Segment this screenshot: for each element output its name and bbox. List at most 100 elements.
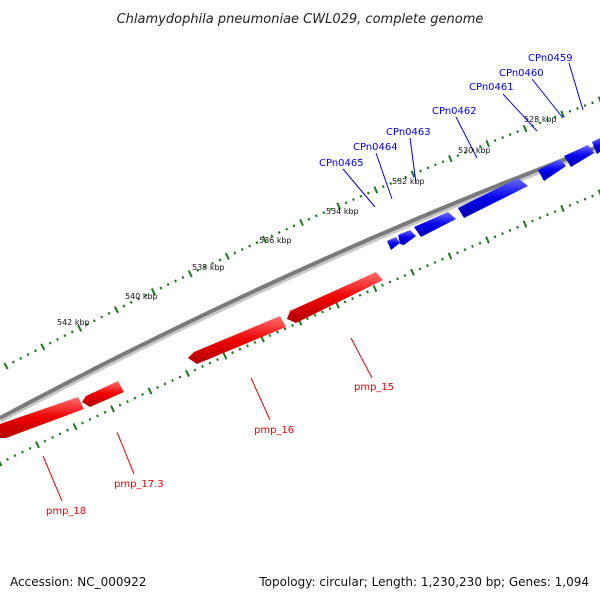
- minor-tick: [538, 121, 542, 125]
- gene-arrow-cpn0463[interactable]: [414, 212, 456, 237]
- minor-tick: [96, 414, 99, 418]
- major-tick: [77, 324, 83, 332]
- major-tick: [410, 170, 416, 178]
- gene-label-cpn0464[interactable]: CPn0464: [353, 142, 398, 153]
- minor-tick: [576, 106, 579, 110]
- gene-arrow-cpn0464[interactable]: [398, 230, 416, 245]
- minor-tick: [166, 282, 170, 287]
- minor-tick: [501, 136, 505, 139]
- gene-arrow-pmp-17-3[interactable]: [82, 381, 124, 407]
- minor-tick: [285, 227, 289, 231]
- gene-arrow-pmp-18[interactable]: [0, 397, 84, 438]
- minor-tick: [366, 191, 370, 195]
- minor-tick: [171, 378, 174, 382]
- gene-arrow-cpn0461[interactable]: [538, 159, 566, 181]
- major-tick: [597, 189, 600, 196]
- minor-tick: [396, 277, 399, 281]
- minor-tick: [434, 163, 437, 167]
- minor-tick: [456, 154, 460, 158]
- minor-tick: [66, 428, 69, 432]
- gene-label-cpn0463[interactable]: CPn0463: [386, 127, 431, 138]
- minor-tick: [283, 327, 287, 331]
- minor-tick: [456, 251, 459, 255]
- minor-tick: [21, 450, 24, 454]
- gene-label-cpn0462[interactable]: CPn0462: [432, 106, 477, 117]
- minor-tick: [358, 293, 362, 297]
- minor-tick: [276, 330, 279, 334]
- minor-tick: [553, 115, 557, 119]
- genome-backbone: [0, 144, 600, 420]
- minor-tick: [441, 257, 444, 261]
- major-tick: [485, 139, 490, 148]
- minor-tick: [583, 197, 587, 201]
- minor-tick: [313, 313, 317, 317]
- position-labels: 528 kbp 530 kbp 532 kbp 534 kbp 536 kbp …: [57, 115, 557, 327]
- minor-tick: [568, 109, 572, 113]
- leader-cpn0464: [375, 152, 393, 200]
- major-tick: [560, 110, 565, 118]
- minor-tick: [322, 211, 326, 215]
- gene-label-cpn0459[interactable]: CPn0459: [528, 53, 573, 64]
- minor-tick: [211, 261, 214, 265]
- major-tick: [335, 301, 340, 309]
- major-tick: [224, 252, 230, 261]
- major-tick: [114, 306, 119, 314]
- gene-arrow-pmp-16[interactable]: [188, 316, 286, 364]
- minor-tick: [568, 203, 572, 207]
- reverse-strand-genes: [0, 272, 383, 438]
- genome-summary-text: Topology: circular; Length: 1,230,230 bp…: [258, 575, 589, 589]
- major-tick: [72, 423, 78, 431]
- minor-tick: [546, 213, 549, 217]
- minor-tick: [11, 360, 15, 364]
- minor-tick: [13, 454, 17, 458]
- gene-label-cpn0465[interactable]: CPn0465: [319, 158, 364, 169]
- minor-tick: [129, 300, 133, 304]
- minor-tick: [531, 219, 534, 223]
- minor-tick: [85, 322, 89, 326]
- minor-tick: [277, 230, 281, 235]
- gene-arrow-cpn0460[interactable]: [564, 145, 594, 167]
- leader-cpn0465: [342, 168, 376, 208]
- gene-label-pmp-15[interactable]: pmp_15: [354, 382, 394, 393]
- gene-label-pmp-16[interactable]: pmp_16: [254, 425, 294, 436]
- gene-arrow-pmp-15[interactable]: [287, 272, 383, 323]
- major-tick: [522, 125, 528, 133]
- gene-label-cpn0461[interactable]: CPn0461: [469, 82, 514, 93]
- minor-tick: [591, 101, 594, 105]
- minor-tick: [388, 280, 392, 284]
- tick-label-528kbp: 528 kbp: [524, 115, 557, 124]
- major-tick: [150, 288, 156, 296]
- minor-tick: [493, 139, 497, 142]
- minor-tick: [92, 319, 96, 323]
- minor-tick: [396, 178, 400, 182]
- gene-arrow-cpn0462[interactable]: [458, 178, 528, 218]
- minor-tick: [344, 201, 348, 205]
- minor-tick: [122, 304, 126, 308]
- gene-label-cpn0460[interactable]: CPn0460: [499, 68, 544, 79]
- minor-tick: [126, 400, 129, 404]
- leader-pmp-15: [350, 337, 373, 379]
- major-tick: [447, 252, 453, 260]
- minor-tick: [478, 145, 482, 148]
- leader-cpn0463: [409, 137, 417, 184]
- minor-tick: [307, 217, 311, 221]
- minor-tick: [181, 275, 185, 279]
- minor-tick: [359, 194, 363, 198]
- accession-text: Accession: NC_000922: [10, 575, 146, 589]
- minor-tick: [218, 258, 222, 262]
- major-tick: [410, 268, 415, 276]
- gene-arrow-cpn0465[interactable]: [387, 237, 400, 250]
- minor-tick: [508, 133, 512, 137]
- gene-label-pmp-17-3[interactable]: pmp_17.3: [114, 479, 164, 490]
- minor-tick: [246, 344, 249, 348]
- gene-label-pmp-18[interactable]: pmp_18: [46, 506, 86, 517]
- tick-label-540kbp: 540 kbp: [125, 292, 158, 301]
- minor-tick: [268, 334, 272, 338]
- minor-tick: [133, 396, 137, 400]
- minor-tick: [216, 358, 219, 362]
- gene-arrow-cpn0459[interactable]: [592, 138, 600, 154]
- minor-tick: [270, 234, 274, 238]
- minor-tick: [516, 225, 519, 229]
- minor-tick: [240, 247, 244, 252]
